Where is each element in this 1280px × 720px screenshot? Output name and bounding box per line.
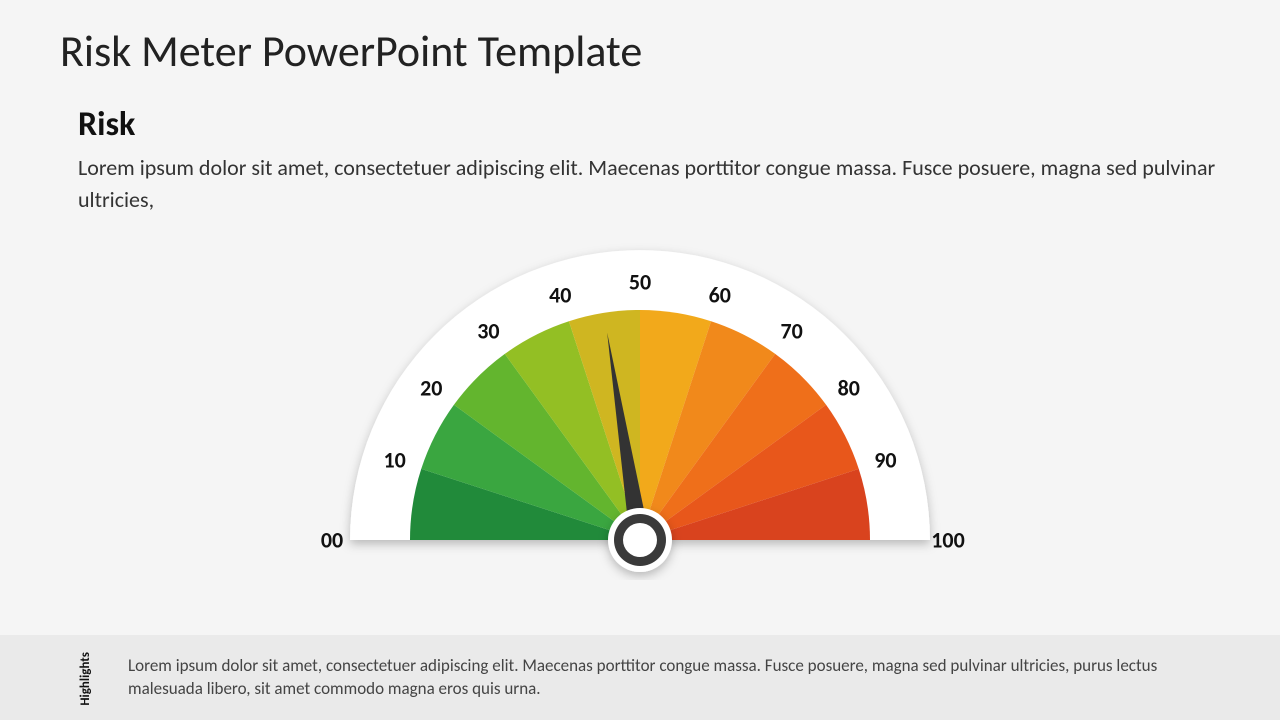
gauge-tick-20: 20: [420, 375, 442, 402]
gauge-tick-50: 50: [629, 269, 651, 296]
risk-gauge: 00102030405060708090100: [320, 220, 960, 580]
gauge-tick-100: 100: [931, 527, 964, 554]
section-subtitle: Risk: [78, 104, 135, 145]
gauge-tick-30: 30: [477, 318, 499, 345]
gauge-tick-00: 00: [321, 527, 343, 554]
gauge-tick-60: 60: [709, 281, 731, 308]
highlights-footer: Highlights Lorem ipsum dolor sit amet, c…: [0, 635, 1280, 720]
section-description: Lorem ipsum dolor sit amet, consectetuer…: [78, 152, 1220, 216]
gauge-tick-70: 70: [780, 318, 802, 345]
highlights-label: Highlights: [78, 652, 93, 706]
highlights-text: Lorem ipsum dolor sit amet, consectetuer…: [128, 655, 1232, 701]
gauge-tick-80: 80: [838, 375, 860, 402]
gauge-tick-40: 40: [549, 281, 571, 308]
page-title: Risk Meter PowerPoint Template: [60, 24, 642, 78]
gauge-hub-center: [623, 523, 657, 557]
gauge-tick-10: 10: [383, 447, 405, 474]
gauge-tick-90: 90: [874, 447, 896, 474]
